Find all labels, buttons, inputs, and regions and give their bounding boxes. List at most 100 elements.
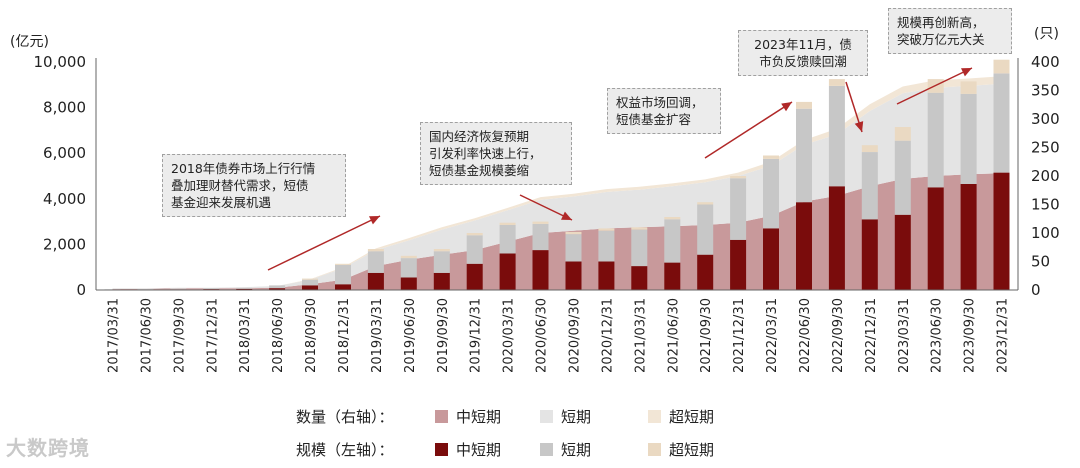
annotation-line: 短债基金规模萎缩 <box>429 163 530 178</box>
scale-bar-短期 <box>466 235 483 264</box>
x-tick-label: 2019/12/31 <box>469 298 484 373</box>
annotation-line: 基金迎来发展机遇 <box>171 195 272 210</box>
scale-bar-短期 <box>828 85 845 187</box>
x-tick-label: 2021/12/31 <box>732 298 747 373</box>
annotation-line: 引发利率快速上行， <box>429 146 542 161</box>
scale-bar-中短期 <box>335 284 351 290</box>
count-area-layer <box>112 76 1002 290</box>
scale-bar-超短期 <box>400 255 417 259</box>
annotation-box-2021: 权益市场回调， 短债基金扩容 <box>607 88 721 134</box>
scale-bar-短期 <box>137 289 154 290</box>
x-tick-label: 2021/09/30 <box>699 298 714 373</box>
x-tick-label: 2023/12/31 <box>996 298 1011 373</box>
annotation-line: 短债基金扩容 <box>616 112 692 127</box>
x-tick-label: 2018/06/30 <box>271 298 286 373</box>
scale-bar-短期 <box>302 279 318 286</box>
annotation-arrows <box>267 67 973 271</box>
x-tick-label: 2018/09/30 <box>304 298 319 373</box>
x-tick-label: 2019/06/30 <box>403 298 418 373</box>
scale-bar-中短期 <box>697 254 714 290</box>
scale-bar-超短期 <box>828 79 845 86</box>
annotation-line: 权益市场回调， <box>616 95 704 110</box>
x-tick-label: 2022/09/30 <box>831 298 846 373</box>
x-tick-label: 2021/03/31 <box>633 298 648 373</box>
annotation-arrow-line <box>704 101 793 159</box>
x-tick-label: 2022/12/31 <box>864 298 879 373</box>
annotation-box-2020: 国内经济恢复预期 引发利率快速上行， 短债基金规模萎缩 <box>420 122 572 185</box>
scale-bar-超短期 <box>730 176 747 179</box>
y-left-tick-label: 6,000 <box>43 144 86 162</box>
scale-bar-短期 <box>796 108 812 203</box>
scale-bar-短期 <box>598 230 615 262</box>
scale-bar-超短期 <box>664 217 681 220</box>
scale-bar-超短期 <box>960 81 977 94</box>
axes-layer: 0 2,000 4,000 6,000 8,000 10,000 0 50 100 150 200 2… <box>10 26 1060 373</box>
scale-bar-中短期 <box>960 184 977 290</box>
annotation-arrow-head <box>961 68 972 77</box>
scale-bar-短期 <box>894 140 911 215</box>
annotation-box-2018: 2018年债券市场上行行情 叠加理财替代需求，短债 基金迎来发展机遇 <box>162 154 346 217</box>
y-right-tick-label: 150 <box>1031 196 1060 214</box>
annotation-arrow-head <box>369 216 380 225</box>
scale-bar-短期 <box>433 251 450 273</box>
scale-bar-短期 <box>960 93 977 184</box>
y-right-tick-label: 200 <box>1031 167 1060 185</box>
scale-bar-layer <box>104 59 1010 291</box>
scale-bar-超短期 <box>861 145 878 152</box>
annotation-arrow-line <box>267 215 381 271</box>
annotation-line: 2023年11月，债 <box>754 37 852 52</box>
y-right-tick-label: 400 <box>1031 53 1060 71</box>
scale-bar-超短期 <box>894 127 911 141</box>
annotation-line: 2018年债券市场上行行情 <box>171 161 316 176</box>
scale-bar-中短期 <box>993 172 1010 290</box>
scale-bar-超短期 <box>993 59 1010 74</box>
annotation-line: 突破万亿元大关 <box>897 32 985 47</box>
x-tick-label: 2023/09/30 <box>963 298 978 373</box>
scale-bar-短期 <box>993 73 1010 173</box>
scale-bar-中短期 <box>367 272 384 290</box>
scale-bar-短期 <box>203 288 220 290</box>
x-tick-label: 2017/09/30 <box>172 298 187 373</box>
count-area-短期 <box>112 83 1002 289</box>
y-right-tick-label: 100 <box>1031 224 1060 242</box>
scale-bar-短期 <box>664 219 681 263</box>
scale-bar-短期 <box>631 229 648 267</box>
y-left-axis-label: (亿元) <box>10 34 49 50</box>
scale-bar-中短期 <box>532 250 549 290</box>
scale-bar-中短期 <box>730 239 747 290</box>
scale-bar-中短期 <box>763 228 779 290</box>
scale-bar-短期 <box>861 152 878 220</box>
x-tick-label: 2021/06/30 <box>666 298 681 373</box>
x-tick-label: 2019/09/30 <box>436 298 451 373</box>
y-left-tick-label: 4,000 <box>43 190 86 208</box>
scale-bar-中短期 <box>433 272 450 290</box>
annotation-box-2023-high: 规模再创新高， 突破万亿元大关 <box>888 8 1012 54</box>
scale-bar-超短期 <box>433 249 450 252</box>
x-tick-label: 2022/03/31 <box>765 298 780 373</box>
y-left-tick-label: 0 <box>76 281 86 299</box>
y-right-tick-label: 50 <box>1031 253 1050 271</box>
scale-bar-超短期 <box>302 278 318 280</box>
watermark-logo: 大数跨境 <box>6 436 90 460</box>
scale-bar-超短期 <box>763 155 779 159</box>
scale-bar-超短期 <box>466 233 483 236</box>
x-tick-label: 2020/12/31 <box>600 298 615 373</box>
scale-bar-短期 <box>170 288 187 290</box>
annotation-line: 国内经济恢复预期 <box>429 129 530 144</box>
y-right-tick-label: 0 <box>1031 281 1041 299</box>
y-right-tick-label: 250 <box>1031 139 1060 157</box>
count-area-中短期 <box>112 173 1002 290</box>
scale-bar-超短期 <box>631 227 648 230</box>
scale-bar-中短期 <box>598 261 615 290</box>
x-tick-label: 2020/06/30 <box>535 298 550 373</box>
scale-bar-超短期 <box>335 263 351 265</box>
scale-bar-中短期 <box>466 263 483 290</box>
annotation-box-2023-nov: 2023年11月，债 市负反馈赎回潮 <box>738 30 868 76</box>
scale-bar-超短期 <box>796 101 812 109</box>
scale-bar-短期 <box>236 287 253 289</box>
scale-bar-超短期 <box>499 222 516 225</box>
x-tick-label: 2020/03/31 <box>502 298 517 373</box>
annotation-line: 市负反馈赎回潮 <box>759 54 847 69</box>
scale-bar-中短期 <box>236 288 253 290</box>
